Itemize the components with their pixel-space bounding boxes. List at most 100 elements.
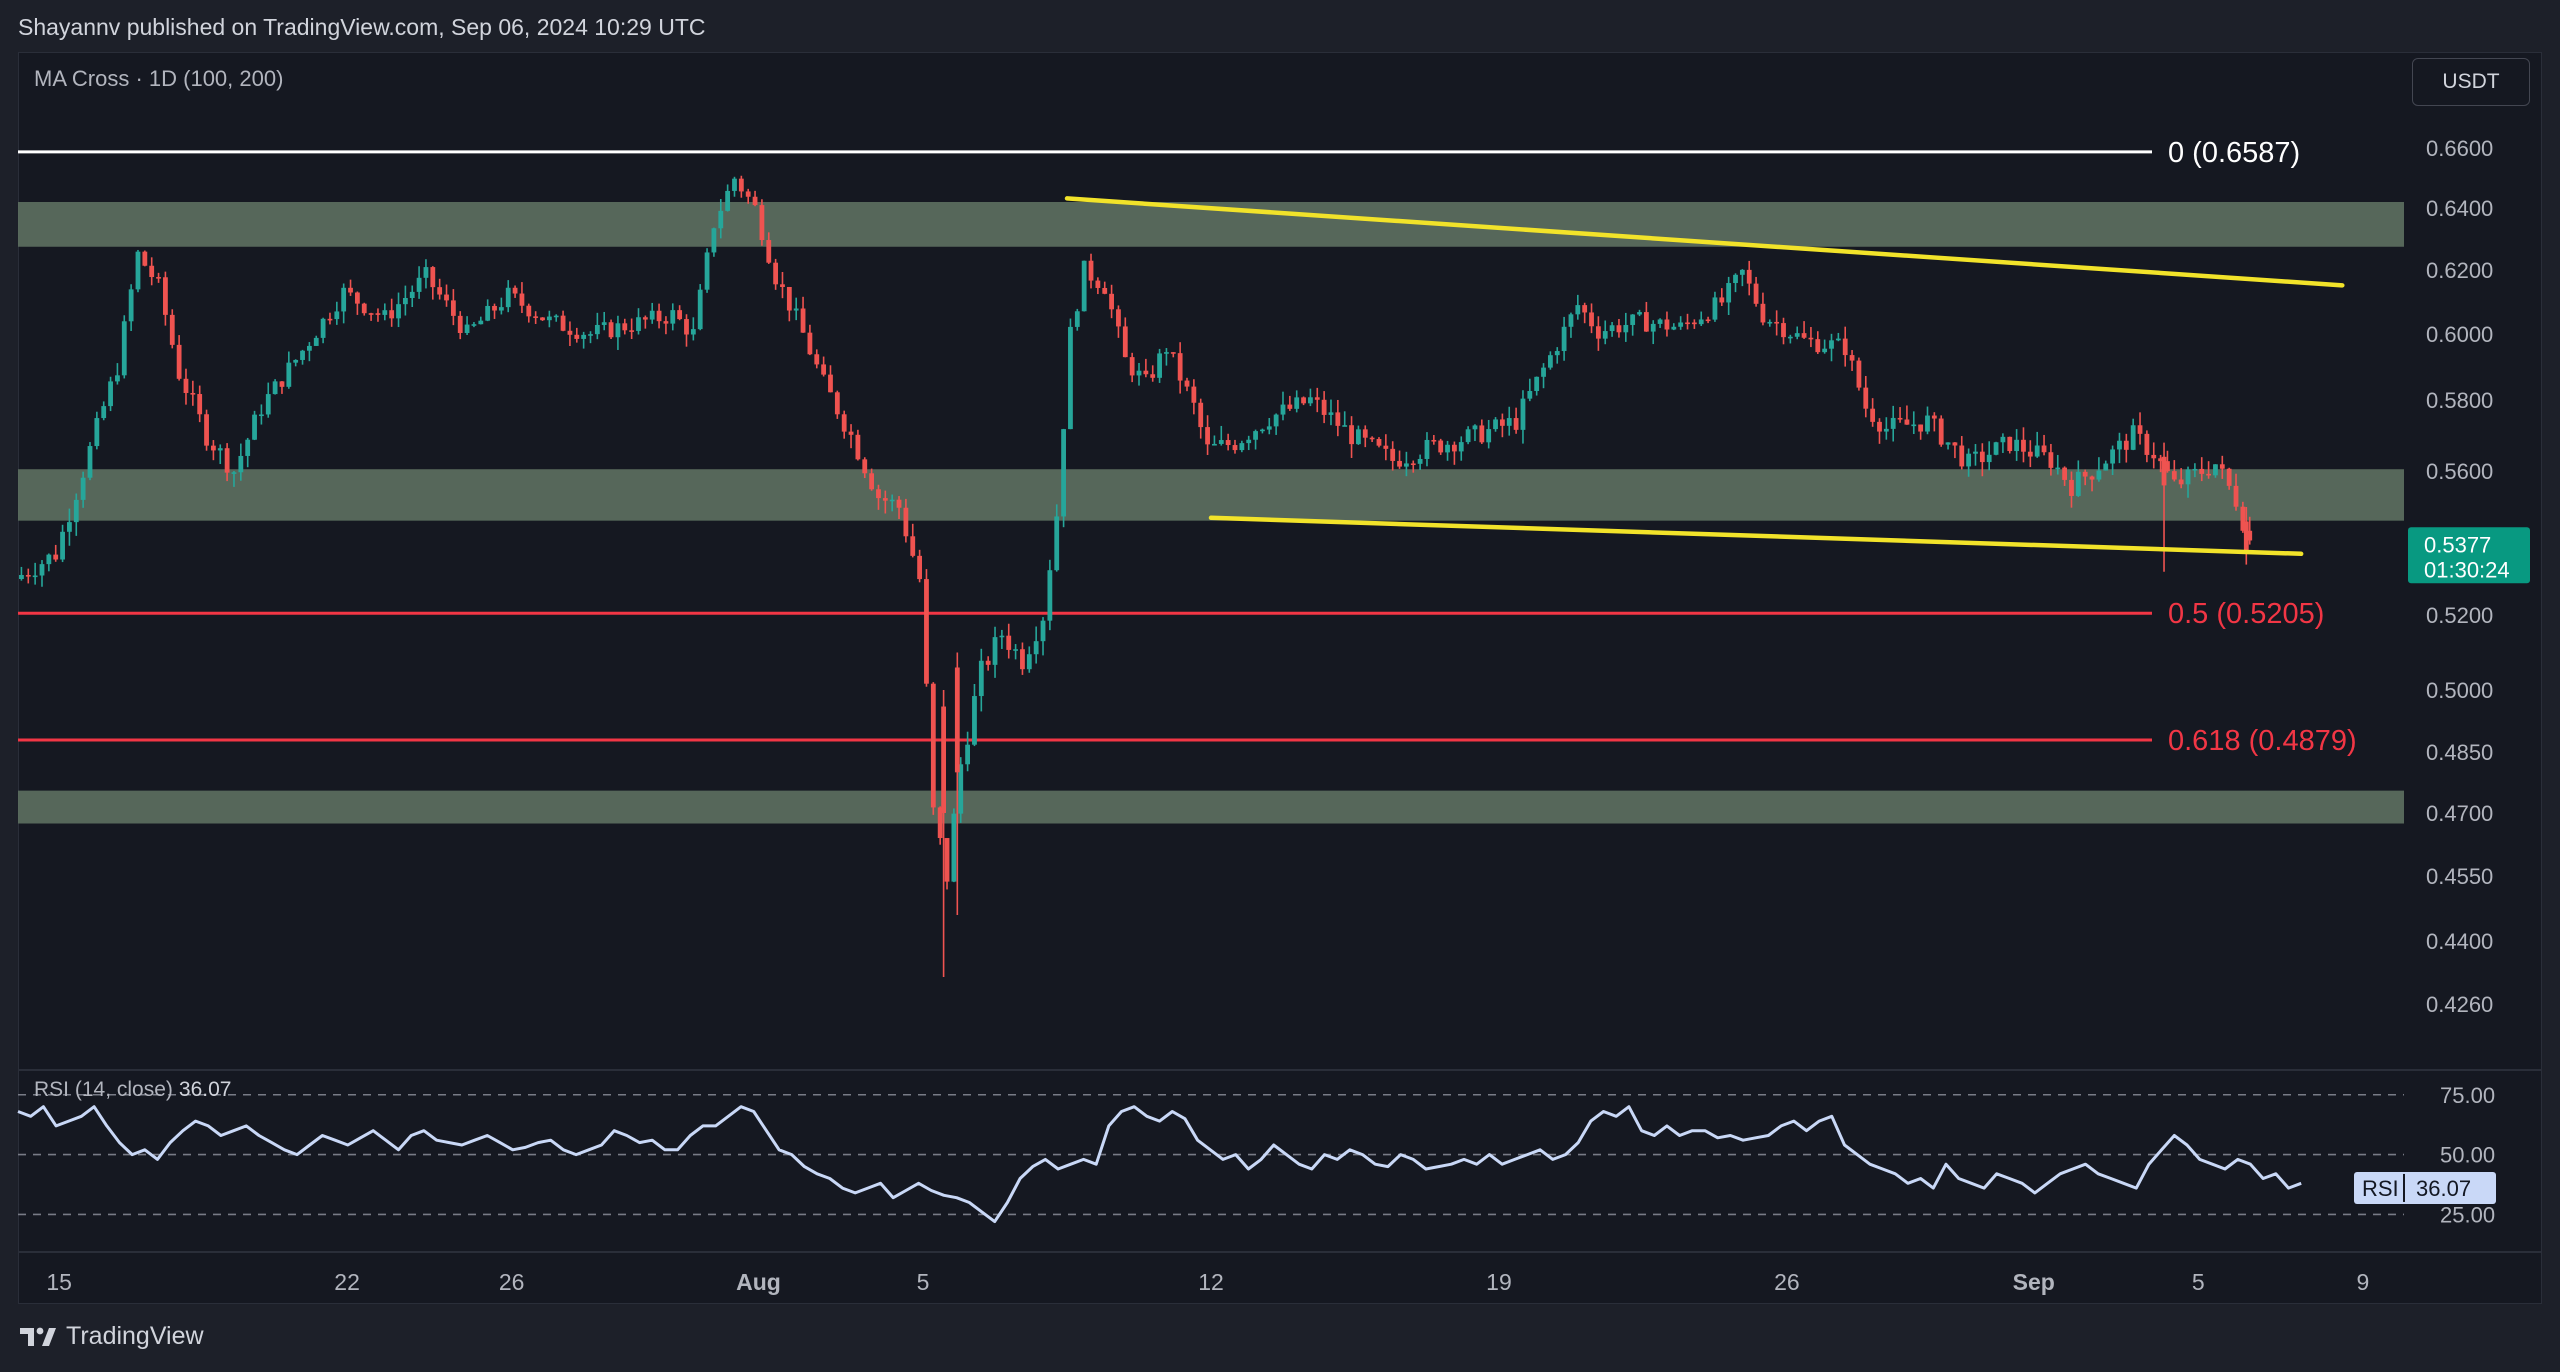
candle-body (752, 196, 758, 206)
candle-body (2199, 468, 2205, 474)
candle-body (780, 284, 785, 287)
candle-body (1095, 280, 1101, 288)
candle-body (1150, 374, 1156, 378)
candle-body (121, 321, 127, 376)
candle-body (1925, 415, 1930, 432)
candle-body (1993, 442, 1999, 455)
candle-body (1513, 418, 1519, 430)
candle-body (1294, 397, 1300, 409)
candle-body (265, 394, 271, 415)
trendline-lower (1208, 515, 2304, 557)
candle-body (1451, 444, 1457, 452)
candle-body (1534, 376, 1540, 391)
candle-body (1959, 445, 1965, 467)
candle-body (2103, 463, 2109, 471)
candle-body (828, 374, 833, 393)
candle-body (1088, 260, 1094, 281)
candle-body (94, 418, 100, 447)
candle-body (1177, 353, 1183, 381)
candle-body (540, 317, 545, 321)
candle-body (965, 744, 971, 765)
candle-body (430, 267, 436, 288)
candle-body (896, 499, 902, 508)
time-tick-label: 5 (917, 1269, 930, 1295)
candle-body (1136, 370, 1142, 376)
candle-body (1609, 325, 1615, 332)
fib-level-label: 0 (0.6587) (2168, 137, 2300, 169)
candle-body (1383, 445, 1389, 449)
candle-body (354, 292, 360, 304)
price-axis[interactable]: 0.6600 0.6400 0.6200 0.6000 0.5800 0.5600 0.52… (2404, 118, 2540, 1056)
candle-body (1026, 654, 1032, 670)
candle-body (1129, 357, 1135, 376)
rsi-layer: 75.00 50.00 25.00 RSI 36.07 (17, 1083, 2496, 1227)
candle-body (300, 350, 305, 360)
candle-body (2082, 471, 2088, 477)
candle-body (1979, 451, 1985, 463)
candle-body (1074, 311, 1080, 327)
candle-body (615, 323, 621, 338)
candle-body (2240, 506, 2246, 531)
current-price-badge (2408, 527, 2530, 584)
candle-body (684, 319, 689, 335)
candle-body (917, 555, 923, 580)
candle-body (176, 344, 182, 379)
candle-body (1061, 429, 1066, 517)
candle-body (629, 330, 635, 332)
candle-body (279, 381, 285, 387)
candle-body (32, 575, 38, 578)
candle-body (128, 289, 134, 322)
candle-body (1431, 439, 1437, 442)
candle-body (1630, 314, 1636, 325)
candle-body (574, 334, 580, 339)
candle-body (1931, 415, 1937, 419)
candle-body (636, 317, 641, 331)
candle-body (2213, 464, 2218, 476)
candle-body (2089, 476, 2095, 480)
indicator-label[interactable]: MA Cross · 1D (100, 200) (34, 66, 284, 91)
candle-body (1918, 424, 1924, 432)
candle-body (1143, 370, 1149, 375)
candle-body (1020, 649, 1025, 670)
trendline-upper (1064, 196, 2345, 288)
candle-body (231, 472, 237, 474)
candle-body (1835, 338, 1841, 341)
candle-body (725, 190, 731, 211)
currency-button[interactable]: USDT (2412, 58, 2530, 106)
candle-body (1068, 326, 1073, 430)
candle-body (759, 205, 765, 241)
candle-body (732, 178, 737, 191)
candle-body (1575, 305, 1581, 315)
candle-body (1342, 425, 1348, 427)
candle-body (1739, 269, 1745, 275)
rsi-legend[interactable]: RSI (14, close) 36.07 (34, 1078, 231, 1102)
tradingview-brand[interactable]: TradingView (20, 1322, 204, 1351)
candle-body (1657, 319, 1663, 324)
candle-body (19, 575, 24, 579)
candle-body (423, 267, 429, 278)
candle-body (1787, 336, 1793, 339)
candle-body (1116, 309, 1121, 327)
candle-body (60, 531, 65, 560)
candle-body (581, 334, 587, 339)
candle-body (2130, 425, 2136, 450)
candle-body (80, 477, 86, 500)
price-tick-label: 0.5800 (2426, 388, 2493, 413)
candle-body (2096, 470, 2102, 480)
candle-body (2021, 439, 2026, 452)
candle-body (2075, 471, 2081, 496)
candle-body (53, 554, 59, 560)
candle-body (1506, 418, 1512, 426)
candle-body (1205, 427, 1210, 445)
candle-body (197, 394, 203, 415)
candle-body (1616, 325, 1622, 333)
candle-body (1973, 451, 1978, 454)
candle-body (2165, 461, 2170, 472)
footer-bar (0, 1304, 2560, 1372)
time-axis[interactable]: 15 22 26 Aug 5 12 19 26 Sep 5 9 (18, 1251, 2542, 1295)
candle-body (1637, 312, 1642, 315)
candle-body (1760, 303, 1766, 323)
trendlines-layer (1064, 196, 2345, 557)
